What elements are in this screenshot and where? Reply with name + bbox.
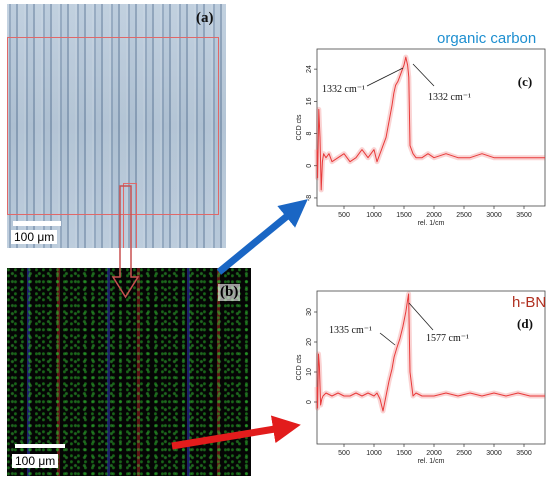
spectrum-chart-d: 500 1000 1500 2000 2500 3000 3500 0 10 20 30 rel. 1… [295,288,548,466]
series-line [316,56,545,191]
x-axis-label: rel. 1/cm [418,458,445,465]
analysis-region-inner-rect [123,183,137,248]
annotation-label: 1332 cm⁻¹ [322,84,365,95]
scale-label-a: 100 μm [11,230,58,244]
annotation-leader [366,67,404,87]
y-tick-label: 8 [306,131,313,135]
annotation-label: 1335 cm⁻¹ [329,325,372,336]
y-tick-label: 0 [306,164,313,168]
x-tick-label: 500 [338,450,350,457]
x-tick-label: 3000 [486,450,502,457]
panel-label-b: (b) [218,284,241,301]
panel-label-a: (a) [196,10,214,26]
x-tick-label: 3000 [486,212,502,219]
x-tick-label: 2000 [426,450,442,457]
y-tick-label: 16 [306,97,313,105]
y-tick-label: 30 [306,308,313,316]
annotation-leader [408,302,434,331]
annotation-leader [379,332,396,346]
x-tick-label: 2500 [456,212,472,219]
plot-frame [316,290,546,445]
x-tick-label: 3500 [516,212,532,219]
y-axis-label: CCD cts [296,354,303,381]
panel-label: (d) [517,316,533,331]
x-tick-label: 500 [338,212,350,219]
analysis-region-rect [7,37,219,215]
scale-bar-b [15,444,65,448]
plot-frame [316,48,546,207]
spectrum-chart-c: 500 1000 1500 2000 2500 3000 3500 -8 0 8 16 24 rel. … [295,46,548,228]
y-tick-label: 10 [306,368,313,376]
y-tick-label: -8 [306,195,313,201]
spectrum-svg-c: 500 1000 1500 2000 2500 3000 3500 -8 0 8 16 24 rel. … [296,48,546,227]
x-tick-label: 2500 [456,450,472,457]
annotation-label: 1332 cm⁻¹ [428,92,471,103]
optical-micrograph: (a) 100 μm [7,4,226,248]
series-line [316,293,545,412]
x-tick-label: 1000 [366,450,382,457]
y-axis-label: CCD cts [296,114,303,141]
y-tick-label: 0 [306,400,313,404]
x-axis-label: rel. 1/cm [418,220,445,227]
raman-map: (b) 100 μm [7,268,251,476]
x-tick-label: 1000 [366,212,382,219]
scale-label-b: 100 μm [12,454,59,468]
y-tick-label: 20 [306,338,313,346]
annotation-leader [412,63,435,87]
scale-bar-a [13,221,61,226]
x-tick-label: 3500 [516,450,532,457]
x-tick-label: 1500 [396,450,412,457]
panel-label: (c) [518,74,532,89]
x-tick-label: 2000 [426,212,442,219]
series-label-hbn: h-BN [512,294,547,311]
blue-arrow [216,199,308,275]
annotation-label: 1577 cm⁻¹ [426,333,469,344]
series-label-organic-carbon: organic carbon [437,30,537,47]
y-tick-label: 24 [306,65,313,73]
spectrum-svg-d: 500 1000 1500 2000 2500 3000 3500 0 10 20 30 rel. 1… [296,290,546,465]
x-tick-label: 1500 [396,212,412,219]
